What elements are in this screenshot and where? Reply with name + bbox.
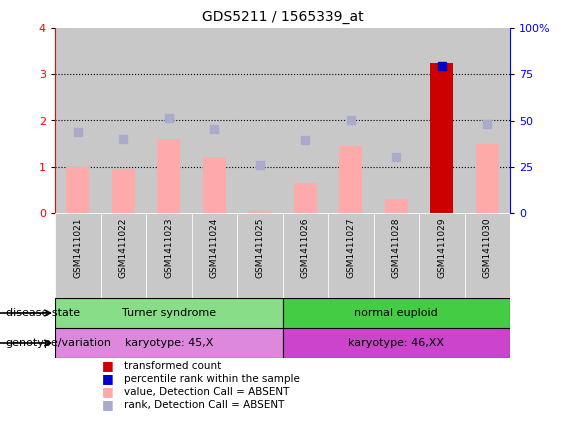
Bar [464, 28, 510, 213]
Point [73, 129, 82, 135]
Point [483, 121, 492, 128]
Bar [476, 144, 499, 213]
Text: ■: ■ [102, 385, 114, 398]
Bar [192, 28, 237, 213]
Bar [419, 213, 464, 298]
Bar [146, 213, 192, 298]
Bar [282, 213, 328, 298]
Point [437, 63, 446, 69]
Point [255, 162, 264, 169]
Bar [55, 328, 282, 358]
Point [346, 116, 355, 123]
Text: normal euploid: normal euploid [354, 308, 438, 318]
Text: karyotype: 45,X: karyotype: 45,X [124, 338, 213, 348]
Text: ■: ■ [102, 360, 114, 373]
Bar [101, 213, 146, 298]
Bar [237, 28, 282, 213]
Text: ■: ■ [102, 398, 114, 412]
Text: GSM1411022: GSM1411022 [119, 217, 128, 277]
Bar [55, 298, 282, 328]
Bar [464, 213, 510, 298]
Text: GSM1411026: GSM1411026 [301, 217, 310, 278]
Bar [237, 213, 282, 298]
Point [164, 115, 173, 121]
Title: GDS5211 / 1565339_at: GDS5211 / 1565339_at [202, 10, 363, 24]
Bar [112, 169, 134, 213]
Bar [328, 28, 373, 213]
Bar [158, 139, 180, 213]
Text: GSM1411027: GSM1411027 [346, 217, 355, 278]
Text: percentile rank within the sample: percentile rank within the sample [124, 374, 300, 384]
Point [119, 136, 128, 143]
Point [392, 154, 401, 161]
Bar [66, 167, 89, 213]
Text: disease state: disease state [6, 308, 80, 318]
Bar [340, 146, 362, 213]
Bar [146, 28, 192, 213]
Bar [192, 213, 237, 298]
Point [301, 137, 310, 143]
Bar [282, 328, 510, 358]
Text: GSM1411021: GSM1411021 [73, 217, 82, 278]
Bar [385, 199, 407, 213]
Text: GSM1411029: GSM1411029 [437, 217, 446, 278]
Bar [203, 157, 225, 213]
Text: GSM1411024: GSM1411024 [210, 217, 219, 277]
Bar [431, 63, 453, 213]
Text: rank, Detection Call = ABSENT: rank, Detection Call = ABSENT [124, 400, 285, 410]
Bar [373, 213, 419, 298]
Text: karyotype: 46,XX: karyotype: 46,XX [348, 338, 444, 348]
Text: GSM1411025: GSM1411025 [255, 217, 264, 278]
Point [210, 126, 219, 132]
Bar [55, 213, 101, 298]
Bar [249, 211, 271, 213]
Text: value, Detection Call = ABSENT: value, Detection Call = ABSENT [124, 387, 290, 397]
Text: genotype/variation: genotype/variation [6, 338, 112, 348]
Bar [55, 28, 101, 213]
Text: ■: ■ [102, 373, 114, 385]
Bar [294, 183, 316, 213]
Bar [419, 28, 464, 213]
Text: GSM1411030: GSM1411030 [483, 217, 492, 278]
Bar [282, 28, 328, 213]
Bar [328, 213, 373, 298]
Bar [282, 298, 510, 328]
Text: GSM1411028: GSM1411028 [392, 217, 401, 278]
Text: transformed count: transformed count [124, 361, 221, 371]
Bar [373, 28, 419, 213]
Bar [101, 28, 146, 213]
Text: Turner syndrome: Turner syndrome [121, 308, 216, 318]
Text: GSM1411023: GSM1411023 [164, 217, 173, 278]
